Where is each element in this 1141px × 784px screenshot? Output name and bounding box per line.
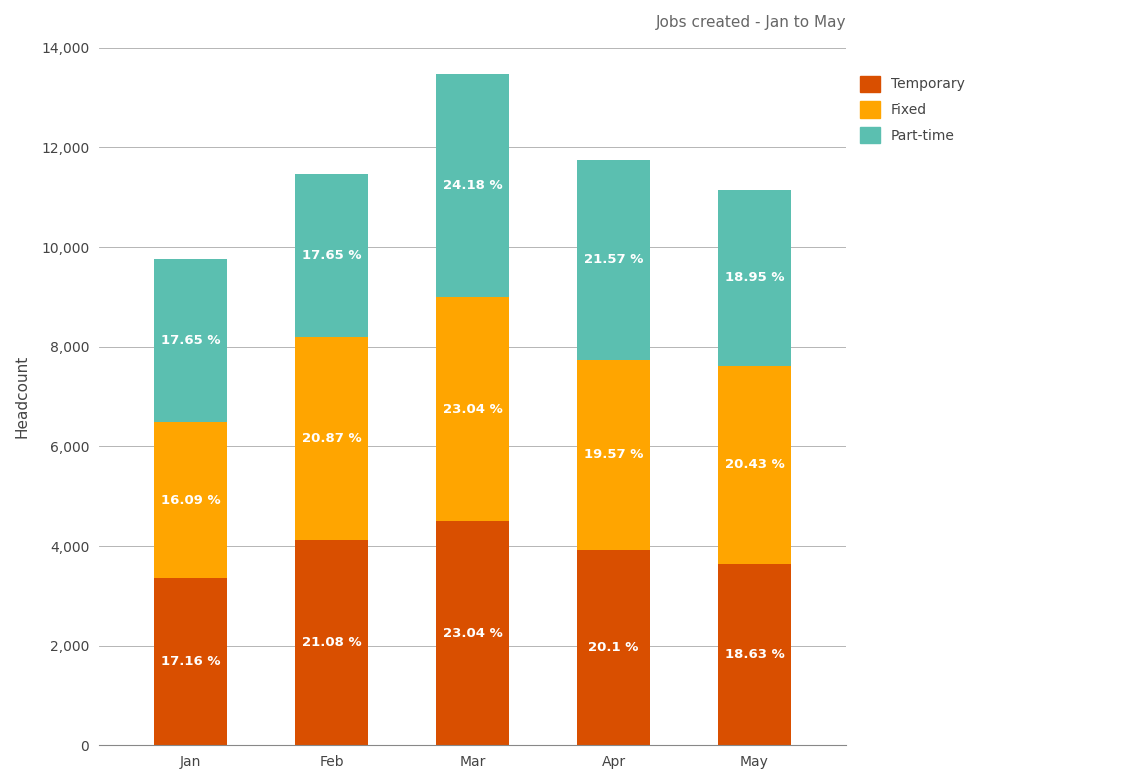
Text: 18.95 %: 18.95 % [725,271,784,285]
Bar [436,74,509,297]
Bar [154,579,227,746]
Bar [154,422,227,579]
Bar [718,564,791,746]
Bar [436,521,509,746]
Text: 18.63 %: 18.63 % [725,648,784,661]
Legend: Temporary, Fixed, Part-time: Temporary, Fixed, Part-time [860,76,965,143]
Text: 19.57 %: 19.57 % [584,448,644,461]
Text: 20.1 %: 20.1 % [589,641,639,654]
Text: 17.65 %: 17.65 % [161,334,220,347]
Bar [296,337,369,540]
Text: 17.65 %: 17.65 % [302,249,362,262]
Bar [577,360,650,550]
Bar [718,191,791,365]
Text: Jobs created - Jan to May: Jobs created - Jan to May [656,15,845,30]
Text: 21.57 %: 21.57 % [584,253,644,267]
Text: 23.04 %: 23.04 % [443,626,502,640]
Bar [436,297,509,521]
Bar [296,174,369,337]
Bar [577,550,650,746]
Y-axis label: Headcount: Headcount [15,355,30,438]
Bar [296,540,369,746]
Text: 20.43 %: 20.43 % [725,459,784,471]
Text: 23.04 %: 23.04 % [443,403,502,416]
Bar [577,160,650,360]
Text: 21.08 %: 21.08 % [302,637,362,649]
Text: 20.87 %: 20.87 % [302,432,362,445]
Text: 16.09 %: 16.09 % [161,494,220,506]
Bar [718,365,791,564]
Bar [154,259,227,422]
Text: 17.16 %: 17.16 % [161,655,220,668]
Text: 24.18 %: 24.18 % [443,179,502,192]
